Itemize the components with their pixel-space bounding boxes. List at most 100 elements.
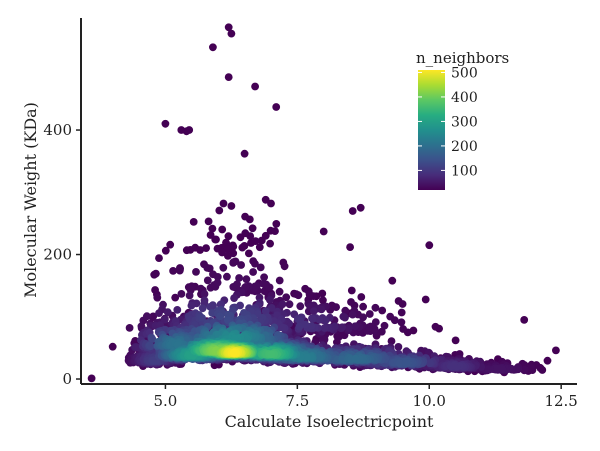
data-point — [296, 302, 305, 311]
x-tick-label: 7.5 — [285, 392, 309, 410]
data-point — [255, 243, 264, 252]
data-point — [387, 337, 396, 345]
data-point — [169, 267, 178, 275]
data-point — [218, 248, 227, 257]
data-point — [338, 323, 347, 332]
data-point — [224, 252, 232, 260]
data-point — [386, 312, 395, 321]
data-point — [351, 354, 360, 363]
data-point — [173, 306, 182, 314]
colorbar-tick-label: 400 — [451, 90, 478, 106]
data-point — [187, 301, 196, 310]
data-point — [320, 324, 329, 332]
data-point — [200, 290, 209, 298]
data-point — [223, 245, 232, 253]
data-point — [171, 293, 180, 302]
data-point — [398, 300, 407, 308]
x-axis-ticks: 5.0 7.5 10.0 12.5 — [153, 384, 578, 410]
y-axis-title: Molecular Weight (KDa) — [21, 102, 40, 298]
data-point — [301, 320, 310, 329]
colorbar-tick-label: 300 — [451, 114, 478, 130]
data-point — [208, 224, 217, 233]
data-point — [317, 305, 326, 314]
data-point — [319, 227, 328, 236]
data-point — [152, 269, 160, 278]
y-tick-label: 200 — [43, 246, 72, 264]
data-point — [229, 348, 238, 357]
data-point — [338, 355, 346, 363]
data-point — [346, 243, 354, 252]
colorbar-tick-label: 100 — [451, 163, 478, 179]
data-point — [241, 212, 250, 221]
data-point — [271, 227, 279, 236]
data-point — [145, 341, 154, 350]
data-point — [278, 300, 287, 309]
x-tick-label: 12.5 — [544, 392, 577, 410]
data-point — [449, 361, 458, 370]
data-point — [302, 353, 311, 362]
data-point — [163, 308, 172, 317]
data-point — [241, 283, 250, 291]
data-point — [251, 237, 260, 246]
data-point — [198, 304, 207, 313]
data-point — [431, 322, 440, 331]
data-point — [251, 282, 259, 291]
data-point — [318, 289, 327, 298]
data-point — [148, 335, 157, 343]
data-point — [224, 73, 233, 81]
x-axis-title: Calculate Isoelectricpoint — [225, 412, 434, 431]
data-point — [285, 300, 294, 309]
data-point — [155, 309, 163, 317]
data-point — [365, 310, 374, 318]
data-point — [282, 293, 291, 302]
legend-title: n_neighbors — [416, 49, 509, 67]
data-point — [213, 273, 222, 281]
colorbar-tick-label: 200 — [451, 139, 478, 155]
data-point — [198, 314, 206, 322]
data-point — [196, 246, 205, 254]
data-point — [205, 264, 214, 273]
data-point — [160, 315, 169, 324]
data-point — [261, 307, 270, 315]
data-point — [87, 374, 96, 383]
data-point — [267, 350, 276, 359]
data-point — [213, 278, 222, 287]
data-point — [421, 295, 430, 304]
data-point — [125, 324, 134, 332]
colorbar-tick-label: 500 — [451, 65, 478, 81]
data-point — [241, 229, 250, 238]
data-point — [359, 302, 367, 311]
data-point — [248, 224, 257, 233]
data-point — [341, 306, 350, 315]
data-point — [280, 262, 289, 271]
data-point — [394, 343, 403, 351]
data-point — [227, 202, 236, 210]
data-point — [219, 263, 228, 272]
data-point — [275, 287, 284, 296]
data-point — [242, 275, 251, 284]
data-point — [143, 312, 151, 321]
data-point — [204, 217, 213, 226]
data-point — [315, 315, 324, 324]
data-point — [251, 259, 259, 268]
data-point — [175, 266, 184, 275]
data-point — [493, 364, 501, 373]
data-point — [315, 353, 324, 362]
data-point — [359, 313, 367, 322]
data-point — [182, 246, 191, 255]
data-point — [151, 286, 160, 294]
data-point — [224, 23, 233, 32]
data-point — [233, 280, 241, 289]
data-point — [272, 103, 281, 111]
data-point — [227, 29, 236, 38]
data-point — [182, 127, 191, 136]
data-point — [399, 325, 407, 333]
data-point — [203, 276, 212, 285]
data-point — [425, 241, 434, 250]
data-point — [259, 280, 268, 288]
data-point — [240, 149, 249, 158]
data-point — [451, 336, 460, 345]
y-tick-label: 0 — [62, 370, 72, 388]
data-point — [332, 303, 340, 311]
